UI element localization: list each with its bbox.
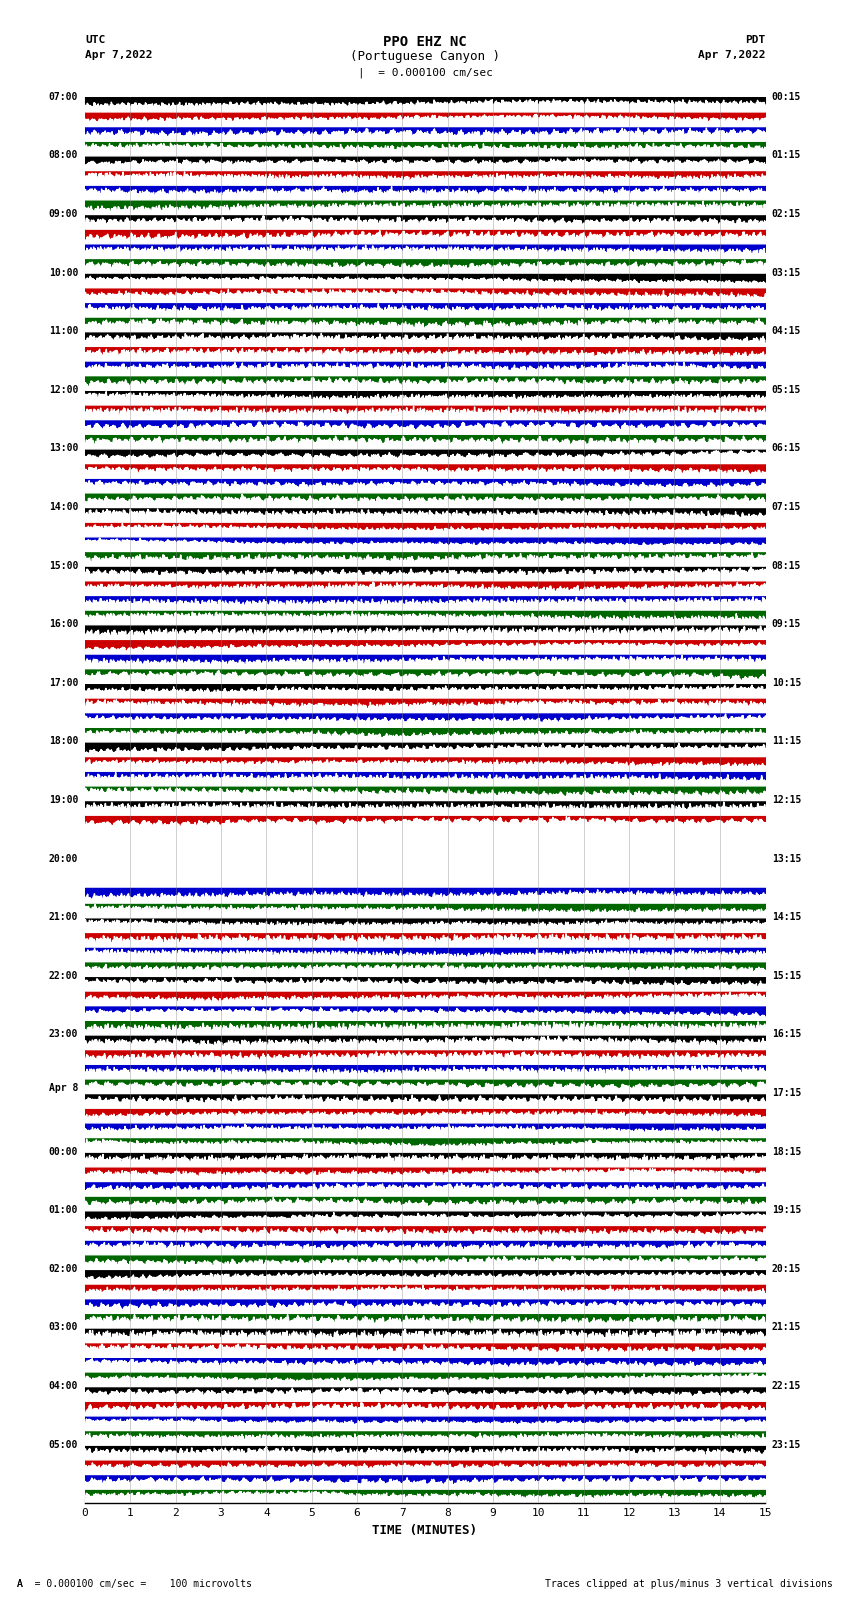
Text: 07:00: 07:00 <box>48 92 78 102</box>
Text: 13:00: 13:00 <box>48 444 78 453</box>
Text: 09:00: 09:00 <box>48 210 78 219</box>
Text: 10:15: 10:15 <box>772 677 802 687</box>
Text: 12:00: 12:00 <box>48 386 78 395</box>
Text: 23:15: 23:15 <box>772 1440 802 1450</box>
X-axis label: TIME (MINUTES): TIME (MINUTES) <box>372 1524 478 1537</box>
Text: A: A <box>17 1579 23 1589</box>
Text: 15:00: 15:00 <box>48 561 78 571</box>
Text: 09:15: 09:15 <box>772 619 802 629</box>
Text: 01:00: 01:00 <box>48 1205 78 1215</box>
Text: 05:00: 05:00 <box>48 1440 78 1450</box>
Text: 11:15: 11:15 <box>772 737 802 747</box>
Text: Traces clipped at plus/minus 3 vertical divisions: Traces clipped at plus/minus 3 vertical … <box>545 1579 833 1589</box>
Text: 14:15: 14:15 <box>772 913 802 923</box>
Text: 19:00: 19:00 <box>48 795 78 805</box>
Text: 21:00: 21:00 <box>48 913 78 923</box>
Text: 04:00: 04:00 <box>48 1381 78 1390</box>
Text: 23:00: 23:00 <box>48 1029 78 1039</box>
Text: 14:00: 14:00 <box>48 502 78 511</box>
Text: 11:00: 11:00 <box>48 326 78 336</box>
Text: UTC: UTC <box>85 35 105 45</box>
Text: 03:00: 03:00 <box>48 1323 78 1332</box>
Text: 16:00: 16:00 <box>48 619 78 629</box>
Text: 02:15: 02:15 <box>772 210 802 219</box>
Text: |  = 0.000100 cm/sec: | = 0.000100 cm/sec <box>358 68 492 79</box>
Text: 06:15: 06:15 <box>772 444 802 453</box>
Text: 05:15: 05:15 <box>772 386 802 395</box>
Text: PPO EHZ NC: PPO EHZ NC <box>383 35 467 50</box>
Text: 17:00: 17:00 <box>48 677 78 687</box>
Text: PDT: PDT <box>745 35 765 45</box>
Text: 18:15: 18:15 <box>772 1147 802 1157</box>
Text: 22:15: 22:15 <box>772 1381 802 1390</box>
Text: 16:15: 16:15 <box>772 1029 802 1039</box>
Text: (Portuguese Canyon ): (Portuguese Canyon ) <box>350 50 500 63</box>
Text: 00:00: 00:00 <box>48 1147 78 1157</box>
Text: 10:00: 10:00 <box>48 268 78 277</box>
Text: 02:00: 02:00 <box>48 1265 78 1274</box>
Text: 12:15: 12:15 <box>772 795 802 805</box>
Text: 22:00: 22:00 <box>48 971 78 981</box>
Text: 15:15: 15:15 <box>772 971 802 981</box>
Text: 01:15: 01:15 <box>772 150 802 160</box>
Text: 03:15: 03:15 <box>772 268 802 277</box>
Text: 13:15: 13:15 <box>772 853 802 863</box>
Text: 08:00: 08:00 <box>48 150 78 160</box>
Text: Apr 7,2022: Apr 7,2022 <box>85 50 152 60</box>
Text: Apr 8: Apr 8 <box>48 1082 78 1094</box>
Text: 18:00: 18:00 <box>48 737 78 747</box>
Text: 08:15: 08:15 <box>772 561 802 571</box>
Text: A  = 0.000100 cm/sec =    100 microvolts: A = 0.000100 cm/sec = 100 microvolts <box>17 1579 252 1589</box>
Text: 00:15: 00:15 <box>772 92 802 102</box>
Text: 21:15: 21:15 <box>772 1323 802 1332</box>
Text: 20:15: 20:15 <box>772 1265 802 1274</box>
Text: 07:15: 07:15 <box>772 502 802 511</box>
Text: 19:15: 19:15 <box>772 1205 802 1215</box>
Text: 04:15: 04:15 <box>772 326 802 336</box>
Text: 17:15: 17:15 <box>772 1089 802 1098</box>
Text: 20:00: 20:00 <box>48 853 78 863</box>
Text: Apr 7,2022: Apr 7,2022 <box>698 50 765 60</box>
